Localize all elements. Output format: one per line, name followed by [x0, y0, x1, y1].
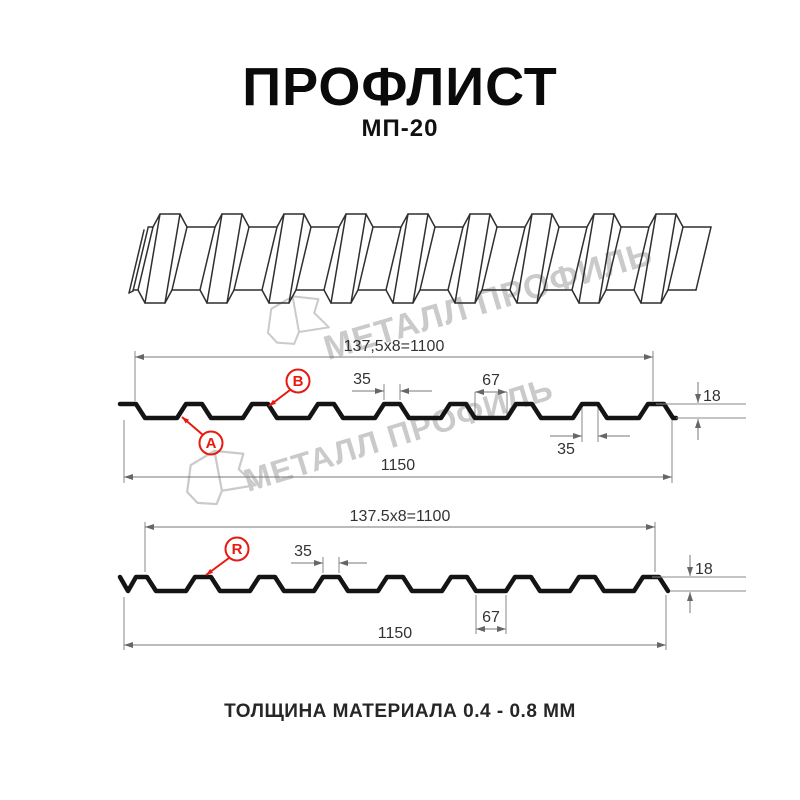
sheet-edge-line	[385, 226, 402, 291]
sheet-edge-line	[226, 213, 243, 304]
sheet-edge-line	[633, 226, 650, 291]
sheet-edge-line	[598, 213, 615, 304]
watermark-text-lower: МЕТАЛЛ ПРОФИЛЬ	[240, 370, 558, 498]
sheet-edge-line	[516, 213, 533, 304]
sheet-edge-line	[132, 289, 697, 304]
dim-rib-top-width: 35	[353, 371, 371, 388]
sheet-edge-line	[137, 226, 154, 291]
edge-label-r: R	[205, 536, 250, 576]
dim-total-width-bottom: 1150	[378, 625, 413, 642]
dim-working-width-top: 137,5x8=1100	[344, 338, 445, 355]
sheet-edge-line	[543, 226, 560, 291]
sheet-edge-line	[132, 227, 149, 292]
sheet-edge-line	[128, 290, 134, 294]
dim-rib-top-width-2: 35	[557, 441, 575, 458]
sheet-edge-line	[144, 213, 161, 304]
dim-profile-height: 18	[703, 388, 721, 405]
profile-section-top: 137,5x8=1100 35 67 18 35	[117, 338, 746, 483]
sheet-edge-line	[578, 213, 595, 304]
sheet-edge-line	[128, 229, 145, 294]
sheet-edge-line	[509, 226, 526, 291]
sheet-edge-line	[261, 226, 278, 291]
brand-logo-outline	[266, 295, 330, 345]
sheet-edge-line	[454, 213, 471, 304]
sheet-edge-line	[695, 226, 712, 291]
sheet-edge-line	[295, 226, 312, 291]
sheet-edge-line	[171, 226, 188, 291]
edge-label-a: A	[181, 416, 224, 456]
profile-outline-top	[117, 401, 679, 421]
sheet-edge-line	[357, 226, 374, 291]
sheet-edge-line	[147, 213, 712, 228]
watermark-upper: МЕТАЛЛ ПРОФИЛЬ	[266, 234, 657, 368]
sheet-edge-line	[199, 226, 216, 291]
profile-section-bottom: 137.5x8=1100 35 67 18 1150	[117, 508, 746, 650]
sheet-edge-line	[206, 213, 223, 304]
product-model: МП-20	[361, 115, 439, 142]
sheet-edge-line	[412, 213, 429, 304]
sheet-edge-line	[660, 213, 677, 304]
sheet-edge-line	[233, 226, 250, 291]
sheet-edge-line	[268, 213, 285, 304]
edge-label-a-text: A	[206, 435, 217, 452]
dim-working-width-bottom: 137.5x8=1100	[350, 508, 451, 525]
sheet-3d-view	[128, 213, 712, 304]
sheet-edge-line	[474, 213, 491, 304]
sheet-edge-line	[350, 213, 367, 304]
edge-label-b: B	[268, 368, 311, 407]
sheet-edge-line	[164, 213, 181, 304]
material-thickness-note: ТОЛЩИНА МАТЕРИАЛА 0.4 - 0.8 ММ	[224, 701, 576, 722]
edge-label-r-text: R	[232, 541, 243, 558]
sheet-edge-line	[481, 226, 498, 291]
dim-rib-top-width: 35	[294, 543, 312, 560]
dim-profile-height: 18	[695, 561, 713, 578]
sheet-edge-line	[419, 226, 436, 291]
sheet-edge-line	[536, 213, 553, 304]
sheet-edge-line	[288, 213, 305, 304]
sheet-edge-line	[571, 226, 588, 291]
sheet-edge-line	[323, 226, 340, 291]
dim-valley-width: 67	[482, 609, 500, 626]
sheet-edge-line	[330, 213, 347, 304]
page-title: ПРОФЛИСТ	[242, 57, 558, 117]
sheet-edge-line	[667, 226, 684, 291]
sheet-edge-line	[640, 213, 657, 304]
sheet-edge-line	[392, 213, 409, 304]
sheet-edge-line	[605, 226, 622, 291]
sheet-edge-line	[447, 226, 464, 291]
profile-outline-bottom	[117, 574, 671, 594]
dim-valley-width: 67	[482, 372, 500, 389]
edge-label-b-text: B	[293, 373, 304, 390]
dim-total-width-top: 1150	[381, 457, 416, 474]
